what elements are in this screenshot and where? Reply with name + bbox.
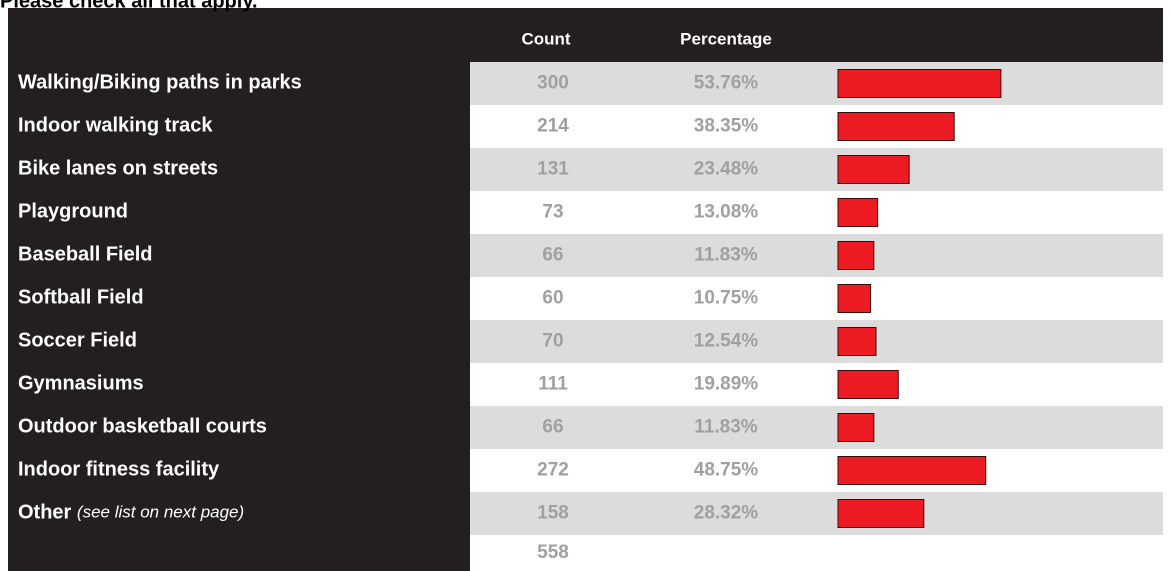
row-label-text: Indoor fitness facility <box>18 459 220 481</box>
count: 131 <box>537 159 569 180</box>
row-label-text: Other <box>18 502 72 524</box>
bar <box>837 284 872 313</box>
bar <box>837 370 899 399</box>
bar <box>837 155 910 184</box>
bar <box>837 413 875 442</box>
column-header: Percentage <box>680 29 772 48</box>
row-label: Other (see list on next page) <box>18 502 244 524</box>
count: 66 <box>542 417 563 438</box>
count: 70 <box>542 331 563 352</box>
percentage: 48.75% <box>694 460 759 481</box>
row-label: Soccer Field <box>18 330 137 352</box>
bar <box>837 499 925 528</box>
row-label-text: Softball Field <box>18 287 144 309</box>
count: 111 <box>538 374 568 395</box>
bar <box>837 456 987 485</box>
count: 300 <box>537 73 569 94</box>
row-label: Baseball Field <box>18 244 153 266</box>
percentage: 11.83% <box>694 417 757 438</box>
count: 60 <box>542 288 563 309</box>
label-column <box>8 8 470 571</box>
bar <box>837 69 1002 98</box>
row-band <box>470 105 1163 148</box>
row-label-text: Playground <box>18 201 128 223</box>
row-label-text: Soccer Field <box>18 330 137 352</box>
row-label: Walking/Biking paths in parks <box>18 72 302 94</box>
row-band <box>470 449 1163 492</box>
row-label-text: Outdoor basketball courts <box>18 416 267 438</box>
row-band <box>470 406 1163 449</box>
percentage: 19.89% <box>694 374 759 395</box>
total-count: 558 <box>537 542 569 563</box>
count: 214 <box>537 116 569 137</box>
percentage: 13.08% <box>694 202 759 223</box>
row-label: Gymnasiums <box>18 373 144 395</box>
row-label: Bike lanes on streets <box>18 158 218 180</box>
row-label: Softball Field <box>18 287 144 309</box>
row-band <box>470 148 1163 191</box>
row-band <box>470 363 1163 406</box>
percentage: 23.48% <box>694 159 759 180</box>
percentage: 38.35% <box>694 116 759 137</box>
bar <box>837 241 875 270</box>
percentage: 12.54% <box>694 331 759 352</box>
row-label-text: Baseball Field <box>18 244 153 266</box>
bar <box>837 112 955 141</box>
row-note: (see list on next page) <box>77 503 244 522</box>
row-label-text: Gymnasiums <box>18 373 144 395</box>
bar <box>837 198 879 227</box>
row-label: Indoor walking track <box>18 115 213 137</box>
row-band <box>470 234 1163 277</box>
row-band <box>470 191 1163 234</box>
percentage: 10.75% <box>694 288 759 309</box>
count: 66 <box>542 245 563 266</box>
row-band <box>470 62 1163 105</box>
count: 73 <box>542 202 563 223</box>
row-label: Playground <box>18 201 128 223</box>
row-band <box>470 492 1163 535</box>
row-label-text: Bike lanes on streets <box>18 158 218 180</box>
bar <box>837 327 877 356</box>
percentage: 11.83% <box>694 245 757 266</box>
row-label: Outdoor basketball courts <box>18 416 267 438</box>
row-band <box>470 277 1163 320</box>
percentage: 53.76% <box>694 73 759 94</box>
row-band <box>470 320 1163 363</box>
row-label-text: Walking/Biking paths in parks <box>18 72 302 94</box>
page-title: Please check all that apply. <box>0 0 258 12</box>
column-header: Count <box>521 29 570 48</box>
row-label-text: Indoor walking track <box>18 115 213 137</box>
count: 158 <box>537 503 569 524</box>
row-label: Indoor fitness facility <box>18 459 220 481</box>
percentage: 28.32% <box>694 503 759 524</box>
count: 272 <box>537 460 569 481</box>
